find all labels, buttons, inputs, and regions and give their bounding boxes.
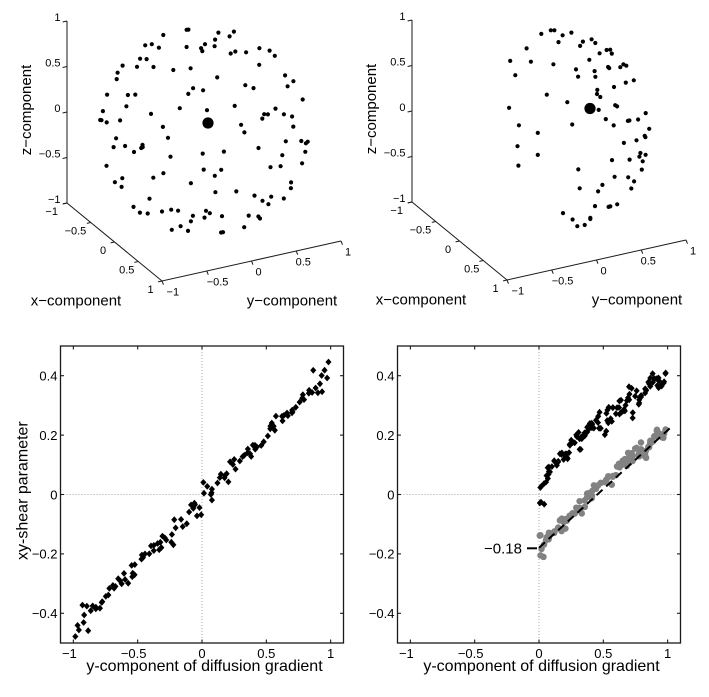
svg-text:0: 0 — [54, 103, 60, 115]
svg-text:0.5: 0.5 — [45, 57, 60, 69]
svg-text:0.4: 0.4 — [39, 369, 57, 384]
svg-text:−0.5: −0.5 — [39, 148, 61, 160]
svg-text:1: 1 — [54, 12, 60, 24]
svg-text:−0.5: −0.5 — [552, 276, 574, 288]
svg-text:0.5: 0.5 — [257, 646, 275, 661]
svg-text:0: 0 — [50, 487, 57, 502]
svg-text:1: 1 — [690, 246, 696, 258]
svg-text:xy-shear parameter: xy-shear parameter — [15, 421, 32, 560]
svg-text:0.5: 0.5 — [119, 265, 134, 277]
svg-text:0.5: 0.5 — [296, 257, 311, 269]
svg-text:y−component: y−component — [592, 292, 683, 309]
svg-text:1: 1 — [327, 646, 334, 661]
svg-text:0.2: 0.2 — [376, 428, 394, 443]
svg-text:−1: −1 — [45, 206, 58, 218]
svg-text:−1: −1 — [167, 287, 180, 299]
svg-text:−0.4: −0.4 — [32, 606, 58, 621]
svg-text:−0.5: −0.5 — [384, 147, 406, 159]
svg-text:−0.5: −0.5 — [121, 646, 147, 661]
svg-text:1: 1 — [147, 284, 153, 296]
svg-text:0: 0 — [535, 646, 542, 661]
svg-text:−0.2: −0.2 — [369, 547, 395, 562]
svg-text:1: 1 — [492, 283, 498, 295]
svg-text:−0.4: −0.4 — [369, 606, 395, 621]
svg-text:−1: −1 — [390, 205, 403, 217]
svg-text:0.2: 0.2 — [39, 428, 57, 443]
svg-text:−1: −1 — [512, 286, 525, 298]
svg-text:0: 0 — [445, 244, 451, 256]
svg-text:0.5: 0.5 — [641, 256, 656, 268]
svg-text:z−component: z−component — [363, 63, 380, 154]
svg-text:0: 0 — [600, 266, 606, 278]
svg-text:z−component: z−component — [18, 64, 35, 155]
svg-text:0.4: 0.4 — [376, 369, 394, 384]
svg-text:−1: −1 — [62, 646, 77, 661]
svg-text:x−component: x−component — [376, 292, 467, 309]
svg-text:−0.2: −0.2 — [32, 547, 58, 562]
svg-text:0: 0 — [255, 267, 261, 279]
svg-text:0: 0 — [198, 646, 205, 661]
svg-text:0: 0 — [100, 245, 106, 257]
svg-text:−0.5: −0.5 — [410, 225, 432, 237]
svg-text:y-component of diffusion gradi: y-component of diffusion gradient — [86, 658, 323, 675]
svg-text:−0.5: −0.5 — [207, 277, 229, 289]
svg-text:0: 0 — [387, 487, 394, 502]
svg-text:0.5: 0.5 — [464, 264, 479, 276]
svg-text:0.5: 0.5 — [390, 56, 405, 68]
svg-text:y-component of diffusion gradi: y-component of diffusion gradient — [423, 658, 660, 675]
svg-text:1: 1 — [664, 646, 671, 661]
svg-text:1: 1 — [399, 11, 405, 23]
svg-text:−0.18: −0.18 — [484, 541, 522, 558]
svg-text:−0.5: −0.5 — [65, 226, 87, 238]
svg-text:−0.5: −0.5 — [458, 646, 484, 661]
svg-text:y−component: y−component — [247, 293, 338, 310]
svg-text:1: 1 — [345, 247, 351, 259]
svg-text:0.5: 0.5 — [594, 646, 612, 661]
svg-text:0: 0 — [399, 102, 405, 114]
svg-text:−1: −1 — [393, 193, 406, 205]
svg-text:x−component: x−component — [31, 293, 122, 310]
svg-text:−1: −1 — [48, 194, 61, 206]
svg-text:−1: −1 — [399, 646, 414, 661]
